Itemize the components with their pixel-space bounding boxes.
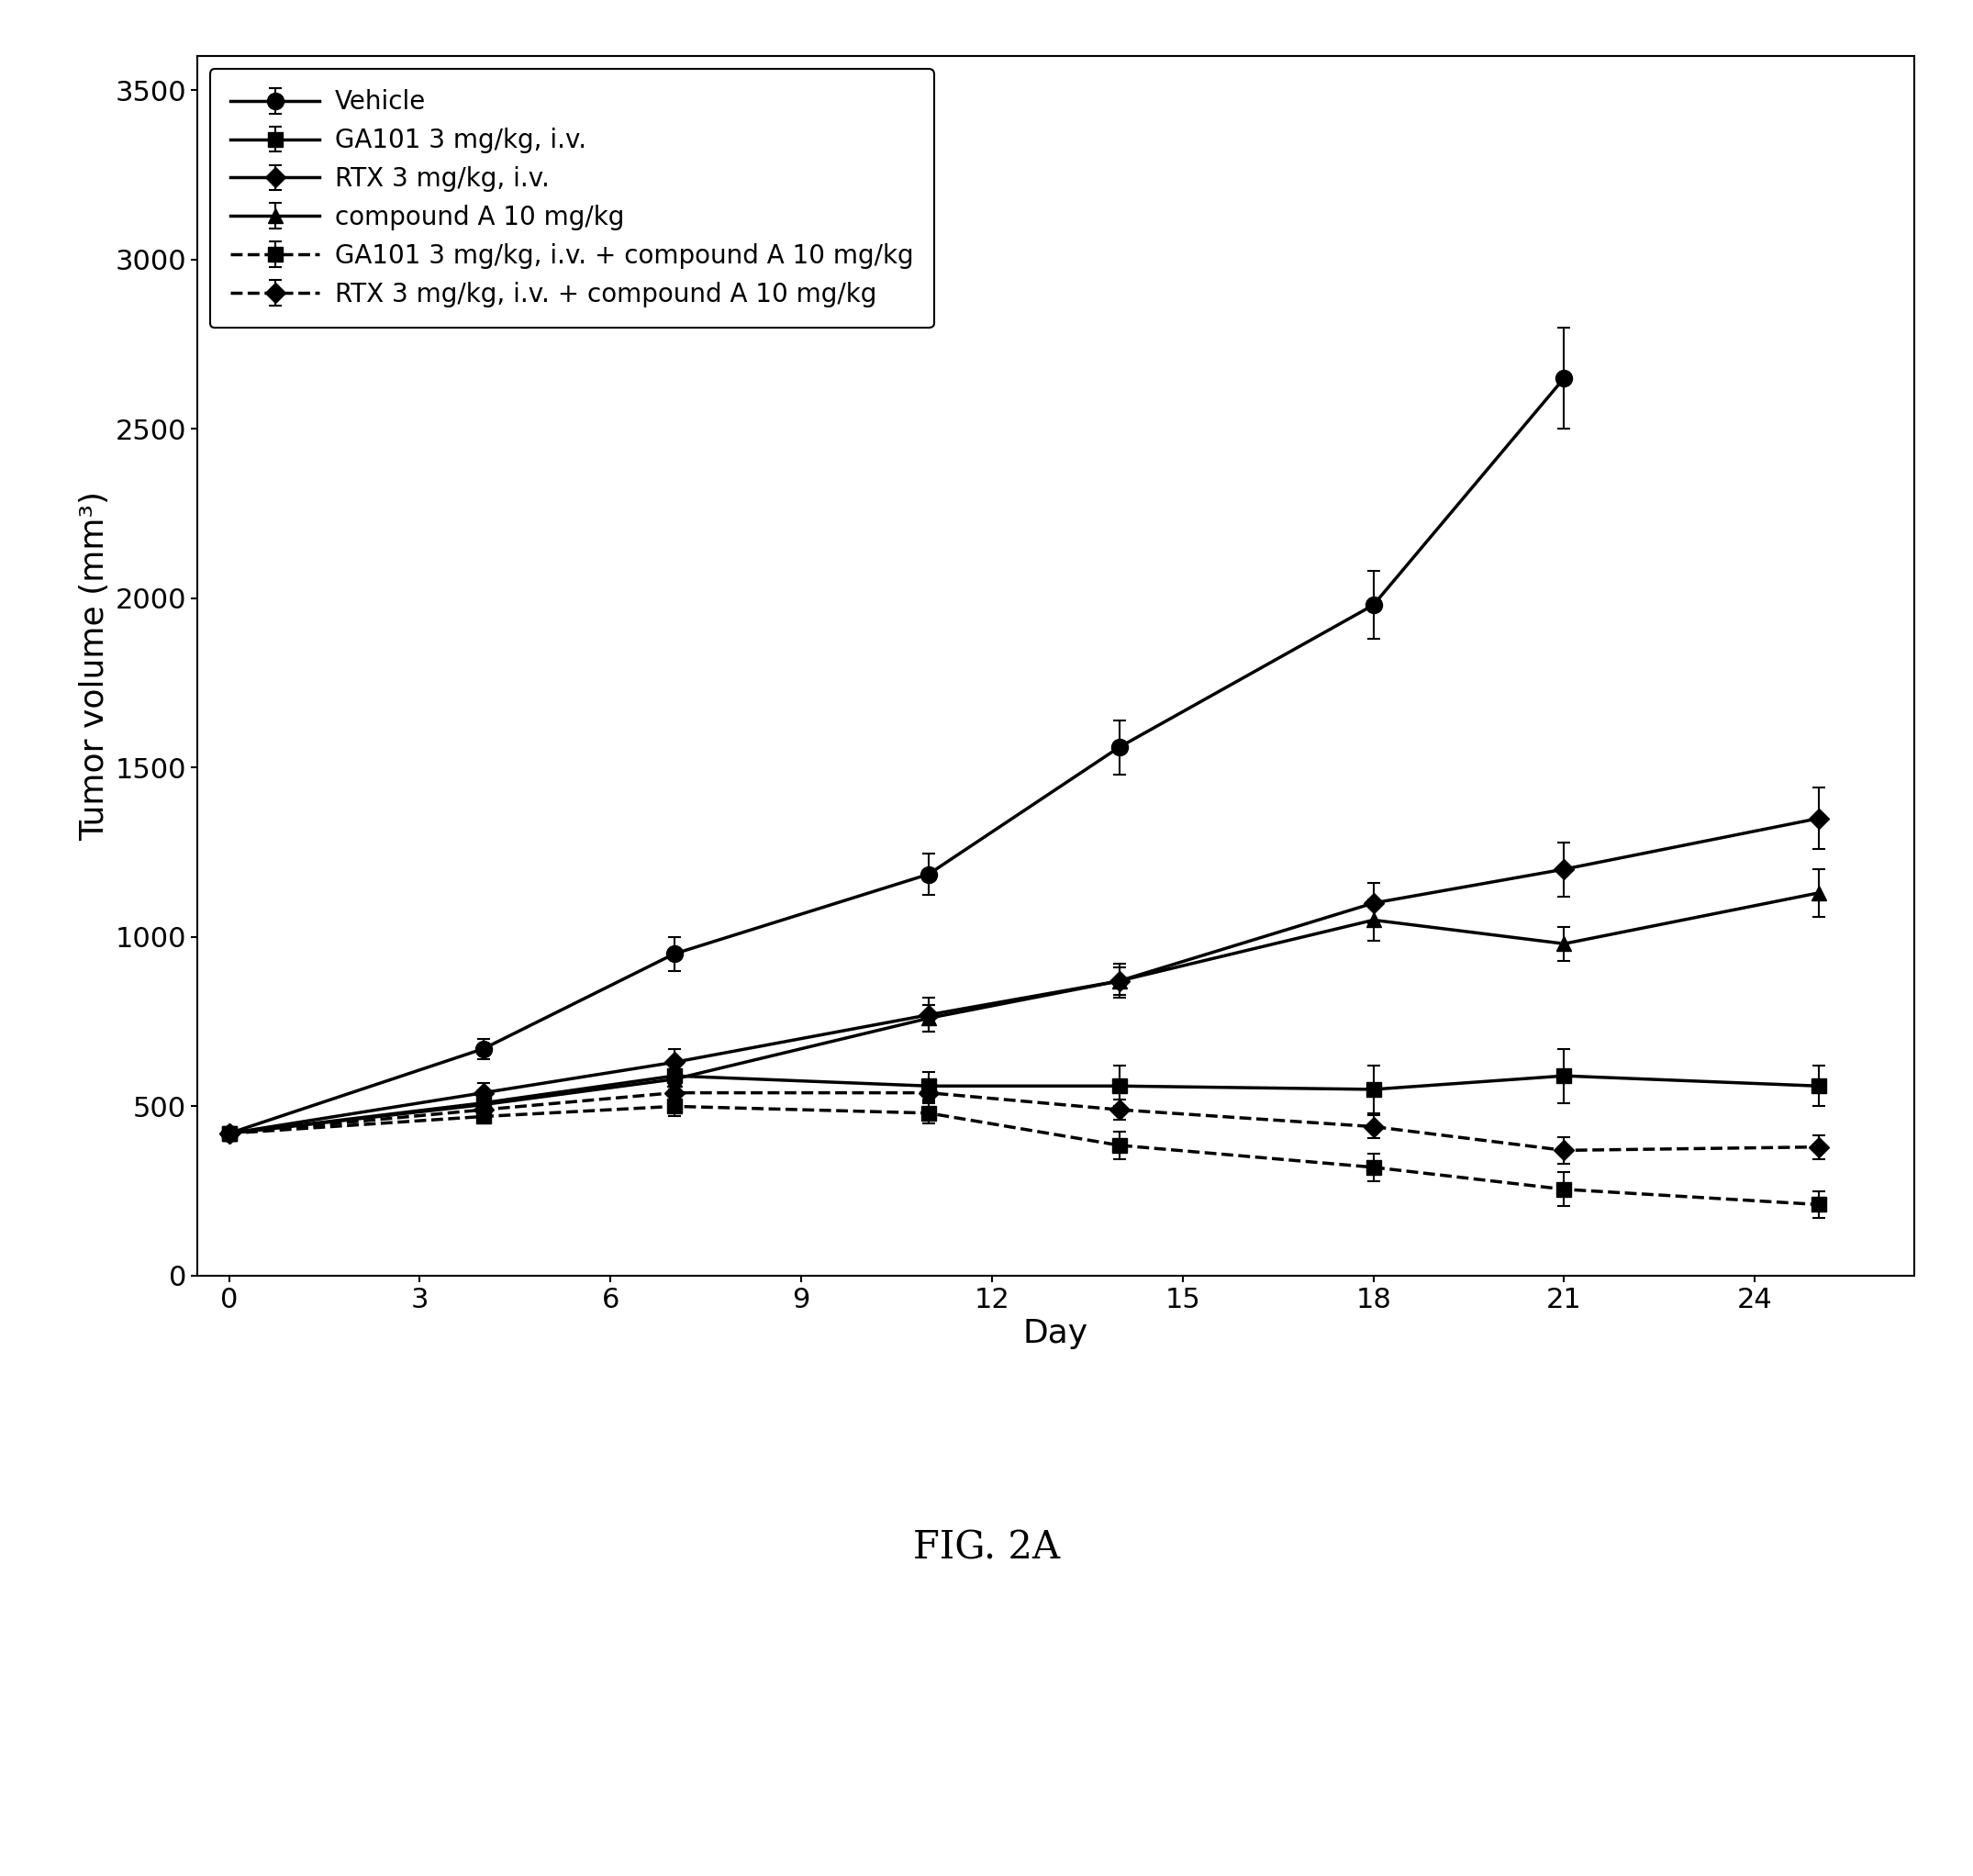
X-axis label: Day: Day xyxy=(1022,1319,1089,1349)
Y-axis label: Tumor volume (mm³): Tumor volume (mm³) xyxy=(79,492,110,840)
Text: FIG. 2A: FIG. 2A xyxy=(913,1529,1060,1566)
Legend: Vehicle, GA101 3 mg/kg, i.v., RTX 3 mg/kg, i.v., compound A 10 mg/kg, GA101 3 mg: Vehicle, GA101 3 mg/kg, i.v., RTX 3 mg/k… xyxy=(209,69,933,328)
